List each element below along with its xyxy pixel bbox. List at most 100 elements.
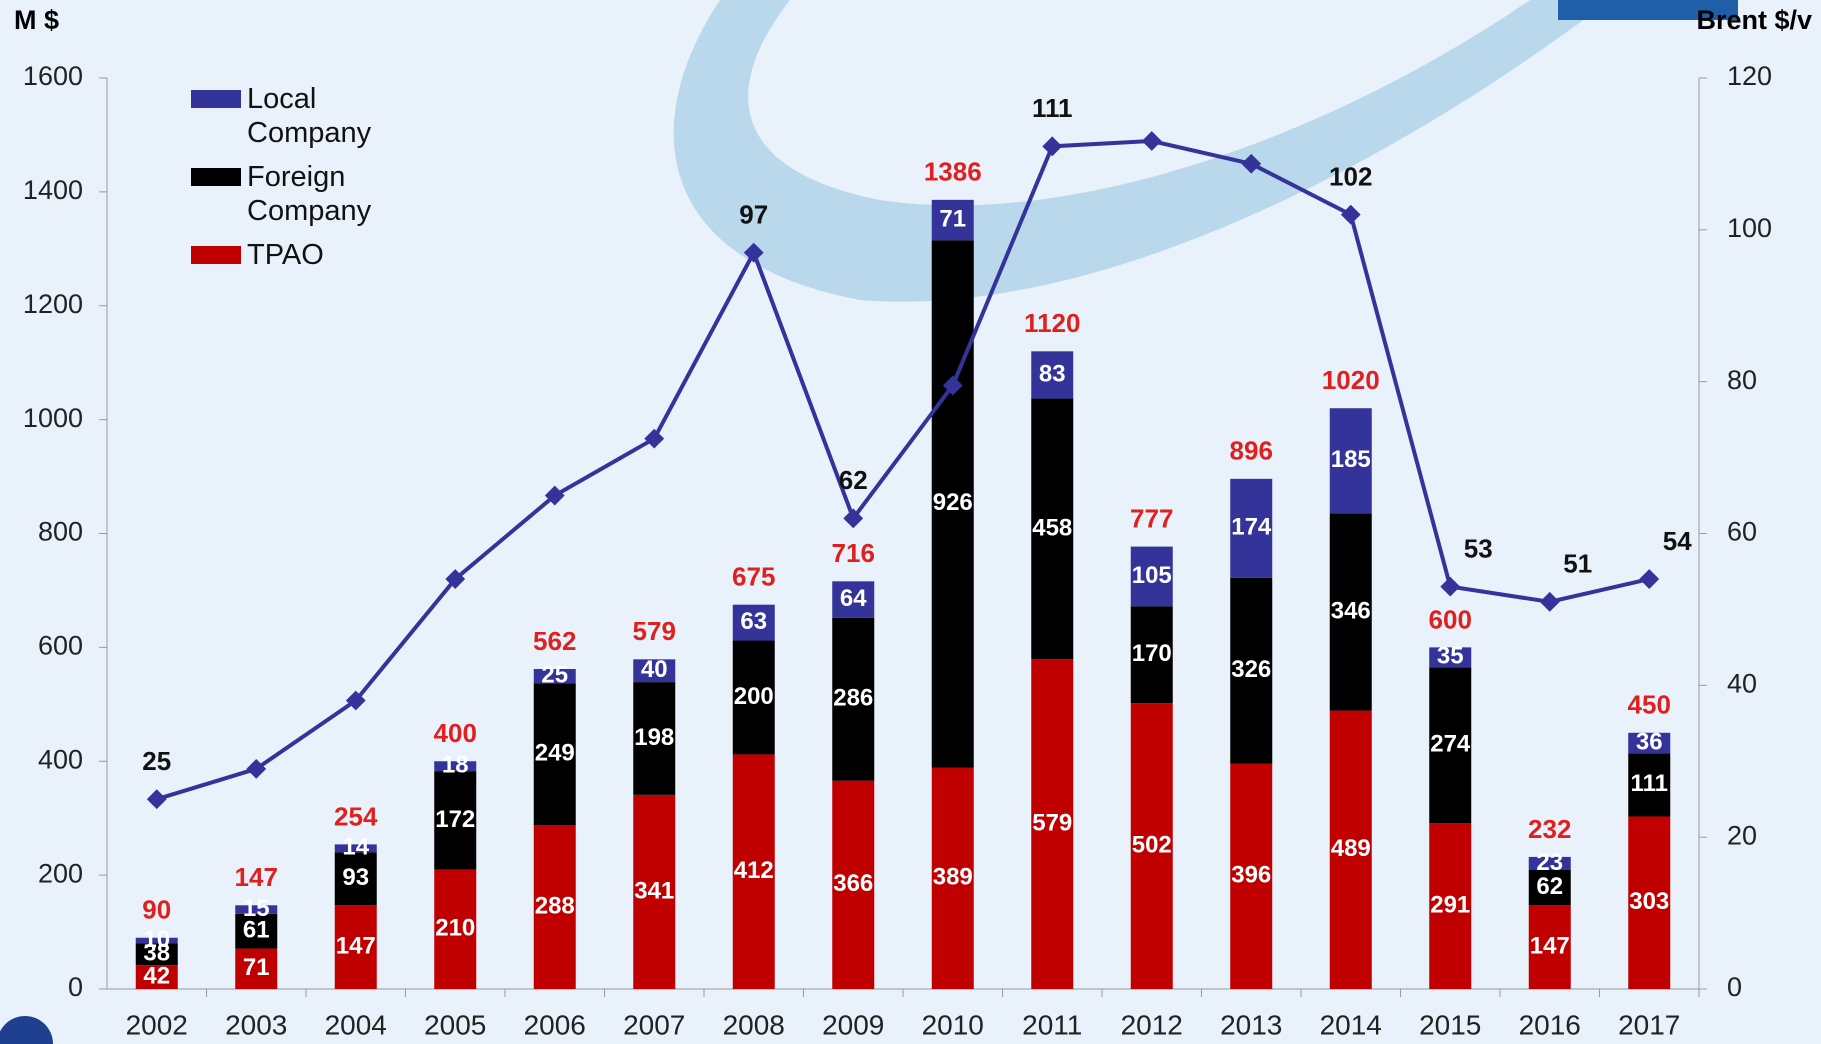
line-marker: [146, 789, 167, 810]
y2-tick-label: 40: [1727, 668, 1757, 698]
x-tick-label: 2012: [1121, 1009, 1183, 1040]
legend-swatch: [191, 168, 241, 186]
segment-label: 38: [143, 940, 170, 967]
bar-segment: [1628, 753, 1671, 817]
decor-logo: [1558, 0, 1738, 20]
bar-segment: [135, 943, 178, 966]
segment-label: 489: [1331, 835, 1371, 862]
bar-segment: [135, 937, 178, 944]
segment-label: 14: [342, 834, 369, 861]
total-label: 400: [434, 718, 477, 748]
line-marker: [445, 569, 466, 589]
segment-label: 341: [634, 877, 674, 904]
x-tick-label: 2006: [524, 1009, 586, 1040]
line-marker: [1440, 576, 1461, 597]
line-label: 62: [839, 465, 868, 495]
bar-segment: [1628, 732, 1671, 754]
segment-label: 10: [143, 926, 170, 953]
bar-segment: [1230, 478, 1273, 578]
bar-segment: [1130, 546, 1173, 607]
bar-segment: [1329, 710, 1372, 989]
bar-segment: [832, 581, 875, 618]
segment-label: 40: [641, 656, 668, 683]
x-tick-label: 2007: [623, 1009, 685, 1040]
y2-axis-title: Brent $/v: [1696, 5, 1812, 35]
decor-swoosh: [673, 0, 1610, 302]
x-tick-label: 2008: [723, 1009, 785, 1040]
bar-segment: [1230, 577, 1273, 764]
line-marker: [1042, 136, 1063, 157]
legend-label: Foreign Company: [247, 161, 372, 227]
y-tick-label: 1000: [23, 403, 83, 433]
y-tick-label: 1200: [23, 289, 83, 319]
total-label: 600: [1429, 604, 1472, 634]
segment-label: 71: [243, 954, 270, 981]
line-label: 54: [1663, 526, 1692, 556]
total-label: 450: [1628, 690, 1671, 720]
total-label: 254: [334, 801, 378, 831]
segment-label: 210: [435, 915, 475, 942]
line-marker: [345, 690, 366, 711]
bar-segment: [633, 794, 676, 989]
bar-segment: [434, 869, 477, 989]
segment-label: 23: [1536, 849, 1563, 876]
total-label: 896: [1230, 436, 1273, 466]
bar-segment: [533, 825, 576, 989]
y2-tick-label: 0: [1727, 972, 1742, 1002]
total-label: 147: [235, 862, 278, 892]
y2-tick-label: 80: [1727, 365, 1757, 395]
total-label: 777: [1130, 503, 1173, 533]
y-tick-label: 200: [38, 858, 83, 888]
segment-label: 172: [435, 806, 475, 833]
bar-segment: [931, 767, 974, 989]
bar-segment: [1628, 816, 1671, 989]
bar-segment: [533, 669, 576, 684]
bar-segment: [1031, 659, 1074, 989]
y-tick-label: 1400: [23, 175, 83, 205]
segment-label: 288: [535, 892, 575, 919]
line-marker: [1639, 569, 1660, 589]
line-marker: [644, 428, 665, 449]
segment-label: 291: [1430, 891, 1470, 918]
bar-segment: [931, 240, 974, 768]
x-tick-label: 2016: [1519, 1009, 1581, 1040]
segment-label: 458: [1032, 514, 1072, 541]
line-label: 111: [1032, 93, 1073, 123]
x-tick-label: 2011: [1022, 1009, 1082, 1040]
bar-segment: [1528, 870, 1571, 906]
x-tick-label: 2005: [424, 1009, 486, 1040]
segment-label: 61: [243, 917, 270, 944]
x-tick-label: 2013: [1220, 1009, 1282, 1040]
bar-segment: [1429, 647, 1472, 668]
segment-label: 200: [734, 683, 774, 710]
x-tick-label: 2003: [225, 1009, 287, 1040]
y2-tick-label: 120: [1727, 61, 1772, 91]
segment-label: 412: [734, 857, 774, 884]
total-label: 1120: [1024, 308, 1080, 338]
bar-segment: [533, 683, 576, 826]
bar-segment: [1031, 398, 1074, 660]
segment-label: 174: [1231, 514, 1272, 541]
x-tick-label: 2009: [822, 1009, 884, 1040]
bar-segment: [1130, 606, 1173, 704]
total-label: 716: [832, 538, 875, 568]
segment-label: 105: [1132, 562, 1172, 589]
bar-segment: [235, 948, 278, 989]
y-tick-label: 600: [38, 631, 83, 661]
legend-swatch: [191, 90, 241, 108]
line-label: 97: [739, 199, 768, 229]
total-label: 579: [633, 616, 676, 646]
segment-label: 249: [535, 739, 575, 766]
bar-segment: [334, 905, 377, 989]
line-marker: [1539, 591, 1560, 612]
total-label: 1386: [924, 157, 982, 187]
segment-label: 147: [336, 932, 376, 959]
bar-segment: [1528, 856, 1571, 871]
segment-label: 185: [1331, 446, 1371, 473]
y-tick-label: 1600: [23, 61, 83, 91]
bar-segment: [1429, 667, 1472, 824]
y2-tick-label: 20: [1727, 820, 1757, 850]
bar-segment: [334, 852, 377, 906]
